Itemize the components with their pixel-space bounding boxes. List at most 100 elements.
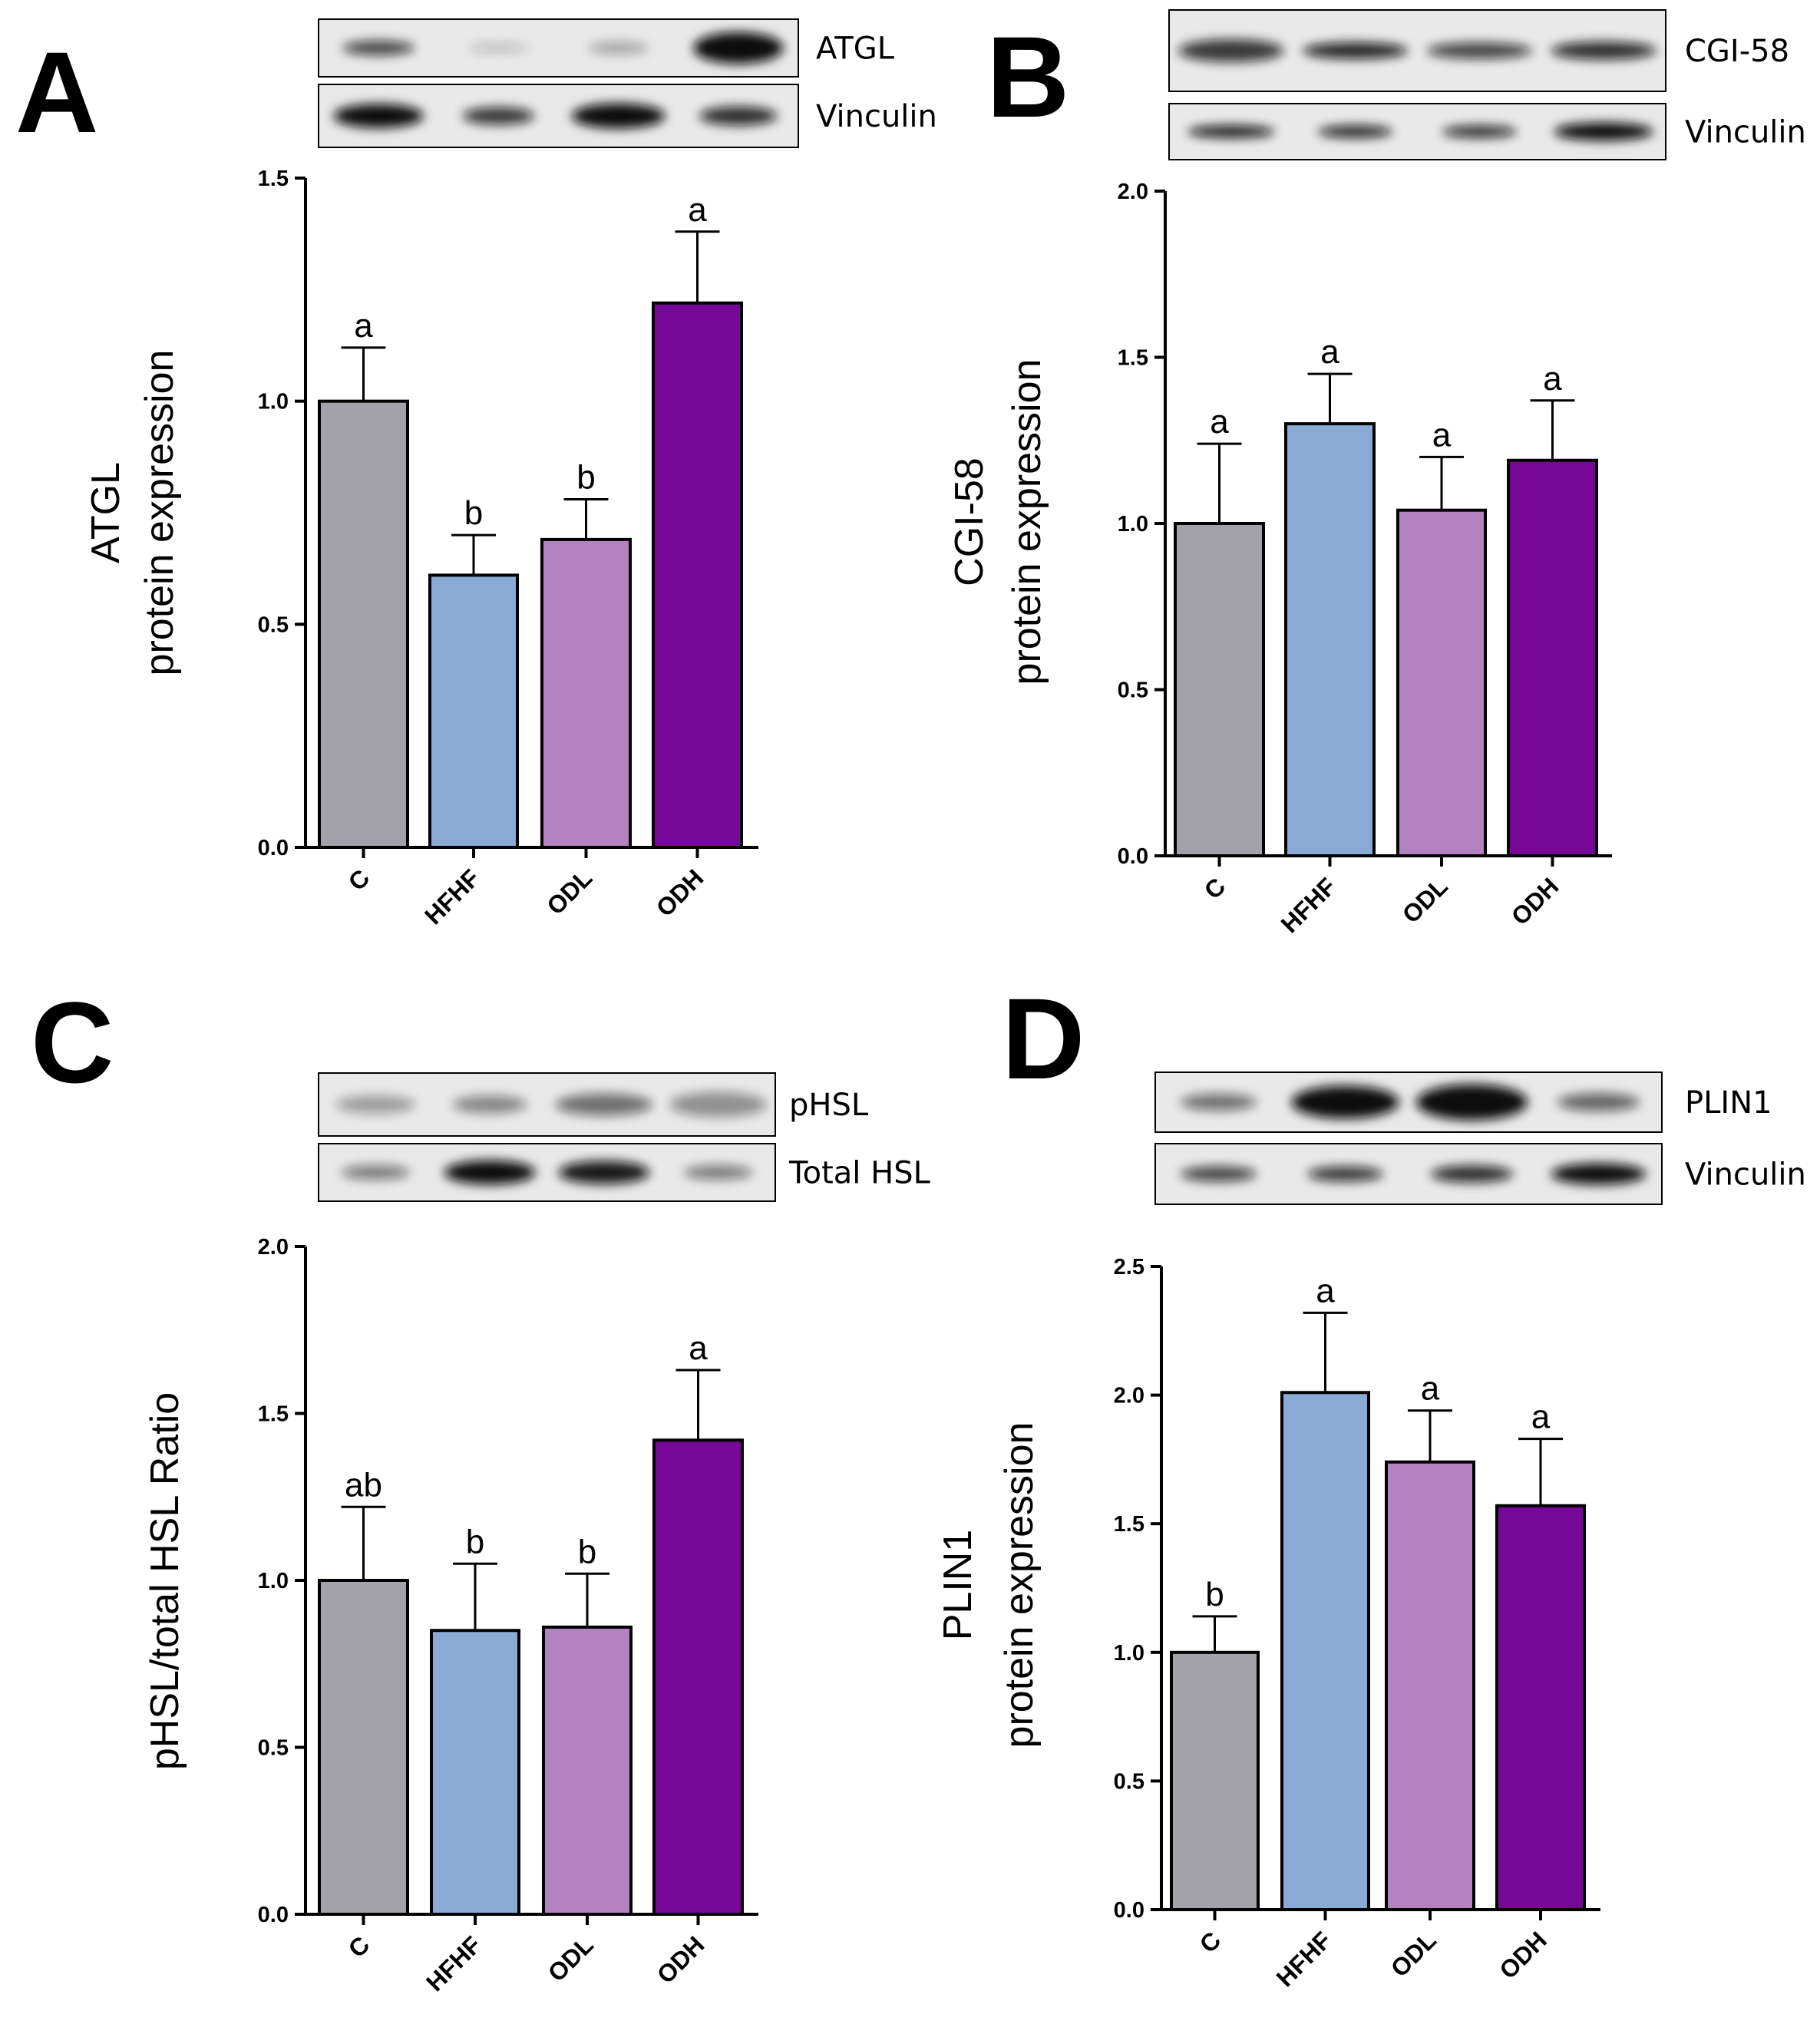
blot-band bbox=[1291, 1085, 1399, 1119]
bar-group-odh: a ODH bbox=[1506, 360, 1598, 930]
significance-label: a bbox=[1421, 1370, 1440, 1408]
blot-band bbox=[468, 42, 529, 54]
bar-group-odl: a ODL bbox=[1396, 416, 1487, 929]
blot-band bbox=[1415, 1084, 1528, 1121]
blot-band bbox=[1187, 125, 1275, 138]
blot-band bbox=[1430, 1165, 1514, 1183]
category-label: HFHF bbox=[419, 863, 485, 929]
category-label: C bbox=[343, 1930, 375, 1963]
category-label: ODH bbox=[652, 1930, 710, 1989]
blot-band bbox=[335, 1095, 416, 1114]
bar bbox=[318, 1579, 409, 1916]
y-axis-label-line: PLIN1 bbox=[936, 1530, 980, 1641]
bar-group-hfhf: a HFHF bbox=[1271, 1272, 1370, 1992]
y-axis-label-line: ATGL bbox=[84, 462, 128, 563]
y-tick-label: 2.0 bbox=[258, 1235, 289, 1260]
y-tick-label: 1.5 bbox=[258, 167, 289, 191]
blot-band bbox=[1551, 41, 1656, 60]
y-tick-label: 0.0 bbox=[258, 836, 289, 860]
panel-letter: A bbox=[15, 28, 98, 157]
blot-band bbox=[1307, 1166, 1383, 1182]
bar bbox=[1284, 422, 1376, 857]
western-blot-strip: PLIN1 bbox=[1154, 1071, 1772, 1133]
y-tick-label: 1.5 bbox=[1114, 1512, 1145, 1537]
significance-label: a bbox=[1531, 1398, 1551, 1436]
bar bbox=[430, 1629, 520, 1916]
blot-band bbox=[1551, 1163, 1647, 1185]
significance-label: a bbox=[1316, 1272, 1335, 1309]
western-blot-strip: Vinculin bbox=[1154, 1143, 1806, 1205]
y-axis-label: PLIN1 protein expression bbox=[936, 1422, 1042, 1748]
bar bbox=[1385, 1460, 1475, 1911]
category-label: ODL bbox=[1386, 1926, 1442, 1982]
bar-group-hfhf: b HFHF bbox=[421, 1523, 520, 1996]
significance-label: a bbox=[1320, 333, 1339, 371]
category-label: ODH bbox=[1494, 1926, 1552, 1984]
y-tick-label: 1.0 bbox=[258, 390, 289, 414]
y-tick-label: 0.0 bbox=[1114, 1898, 1145, 1923]
western-blot-strip: ATGL bbox=[318, 18, 895, 78]
y-tick-label: 2.0 bbox=[1118, 180, 1148, 204]
blot-band bbox=[342, 41, 415, 55]
significance-label: a bbox=[1210, 403, 1229, 441]
y-tick-label: 0.5 bbox=[1114, 1769, 1145, 1794]
panel-letter: C bbox=[31, 978, 114, 1107]
western-blot-strip: CGI-58 bbox=[1168, 9, 1789, 92]
significance-label: b bbox=[464, 494, 483, 532]
y-axis-label: pHSL/total HSL Ratio bbox=[143, 1392, 187, 1770]
blot-label: Vinculin bbox=[1685, 1157, 1806, 1193]
y-axis-label-line: protein expression bbox=[137, 350, 182, 676]
bar-group-odl: a ODL bbox=[1385, 1370, 1475, 1983]
bar-group-hfhf: b HFHF bbox=[419, 494, 519, 929]
blot-label: Total HSL bbox=[788, 1156, 931, 1191]
category-label: HFHF bbox=[421, 1930, 487, 1996]
blot-band bbox=[1181, 1166, 1257, 1182]
y-axis-label-line: protein expression bbox=[1005, 359, 1049, 685]
significance-label: a bbox=[689, 1329, 708, 1367]
bar bbox=[1507, 458, 1598, 857]
significance-label: b bbox=[1205, 1576, 1224, 1613]
blot-band bbox=[555, 1093, 653, 1116]
blot-band bbox=[1426, 42, 1533, 59]
blot-band bbox=[1442, 125, 1517, 138]
category-label: HFHF bbox=[1271, 1926, 1337, 1992]
y-axis-label-line: CGI-58 bbox=[947, 457, 992, 586]
bar bbox=[540, 537, 632, 849]
significance-label: b bbox=[466, 1523, 484, 1560]
blot-band bbox=[684, 1165, 753, 1180]
bar bbox=[542, 1625, 633, 1916]
blot-band bbox=[452, 1095, 527, 1114]
blot-band bbox=[571, 103, 666, 129]
panel-letter: B bbox=[986, 12, 1069, 141]
category-label: C bbox=[343, 863, 375, 896]
y-tick-label: 0.0 bbox=[1118, 844, 1148, 869]
category-label: ODH bbox=[651, 863, 709, 922]
blot-label: PLIN1 bbox=[1685, 1085, 1772, 1121]
bar bbox=[1280, 1391, 1370, 1912]
western-blot-strip: Vinculin bbox=[1168, 103, 1806, 160]
bar-group-c: bC bbox=[1170, 1576, 1260, 1958]
bar-group-c: aC bbox=[1174, 403, 1265, 904]
bar-group-c: aC bbox=[318, 307, 409, 896]
blot-band bbox=[1557, 1093, 1640, 1111]
bar-group-odh: a ODH bbox=[651, 191, 743, 922]
blot-band bbox=[333, 104, 424, 128]
panel-letter: D bbox=[1002, 974, 1085, 1103]
panel-d: D PLIN1 Vinculin 0.0 0.5 1.0 1.5 2.0 2.5 PLIN1 pro… bbox=[936, 974, 1806, 1992]
bar-group-odh: a ODH bbox=[1494, 1398, 1586, 1984]
blot-band bbox=[1181, 1094, 1257, 1111]
blot-band bbox=[462, 107, 535, 125]
category-label: ODL bbox=[1397, 872, 1453, 928]
category-label: C bbox=[1194, 1926, 1227, 1958]
blot-band bbox=[669, 1091, 767, 1118]
bar bbox=[318, 399, 409, 849]
category-label: ODH bbox=[1506, 872, 1564, 930]
significance-label: a bbox=[1543, 360, 1562, 398]
western-blot-strip: Vinculin bbox=[318, 84, 937, 148]
bar-group-odl: b ODL bbox=[540, 459, 632, 920]
blot-label: pHSL bbox=[789, 1088, 869, 1123]
y-tick-label: 1.5 bbox=[258, 1402, 289, 1427]
blot-band bbox=[1318, 125, 1393, 138]
